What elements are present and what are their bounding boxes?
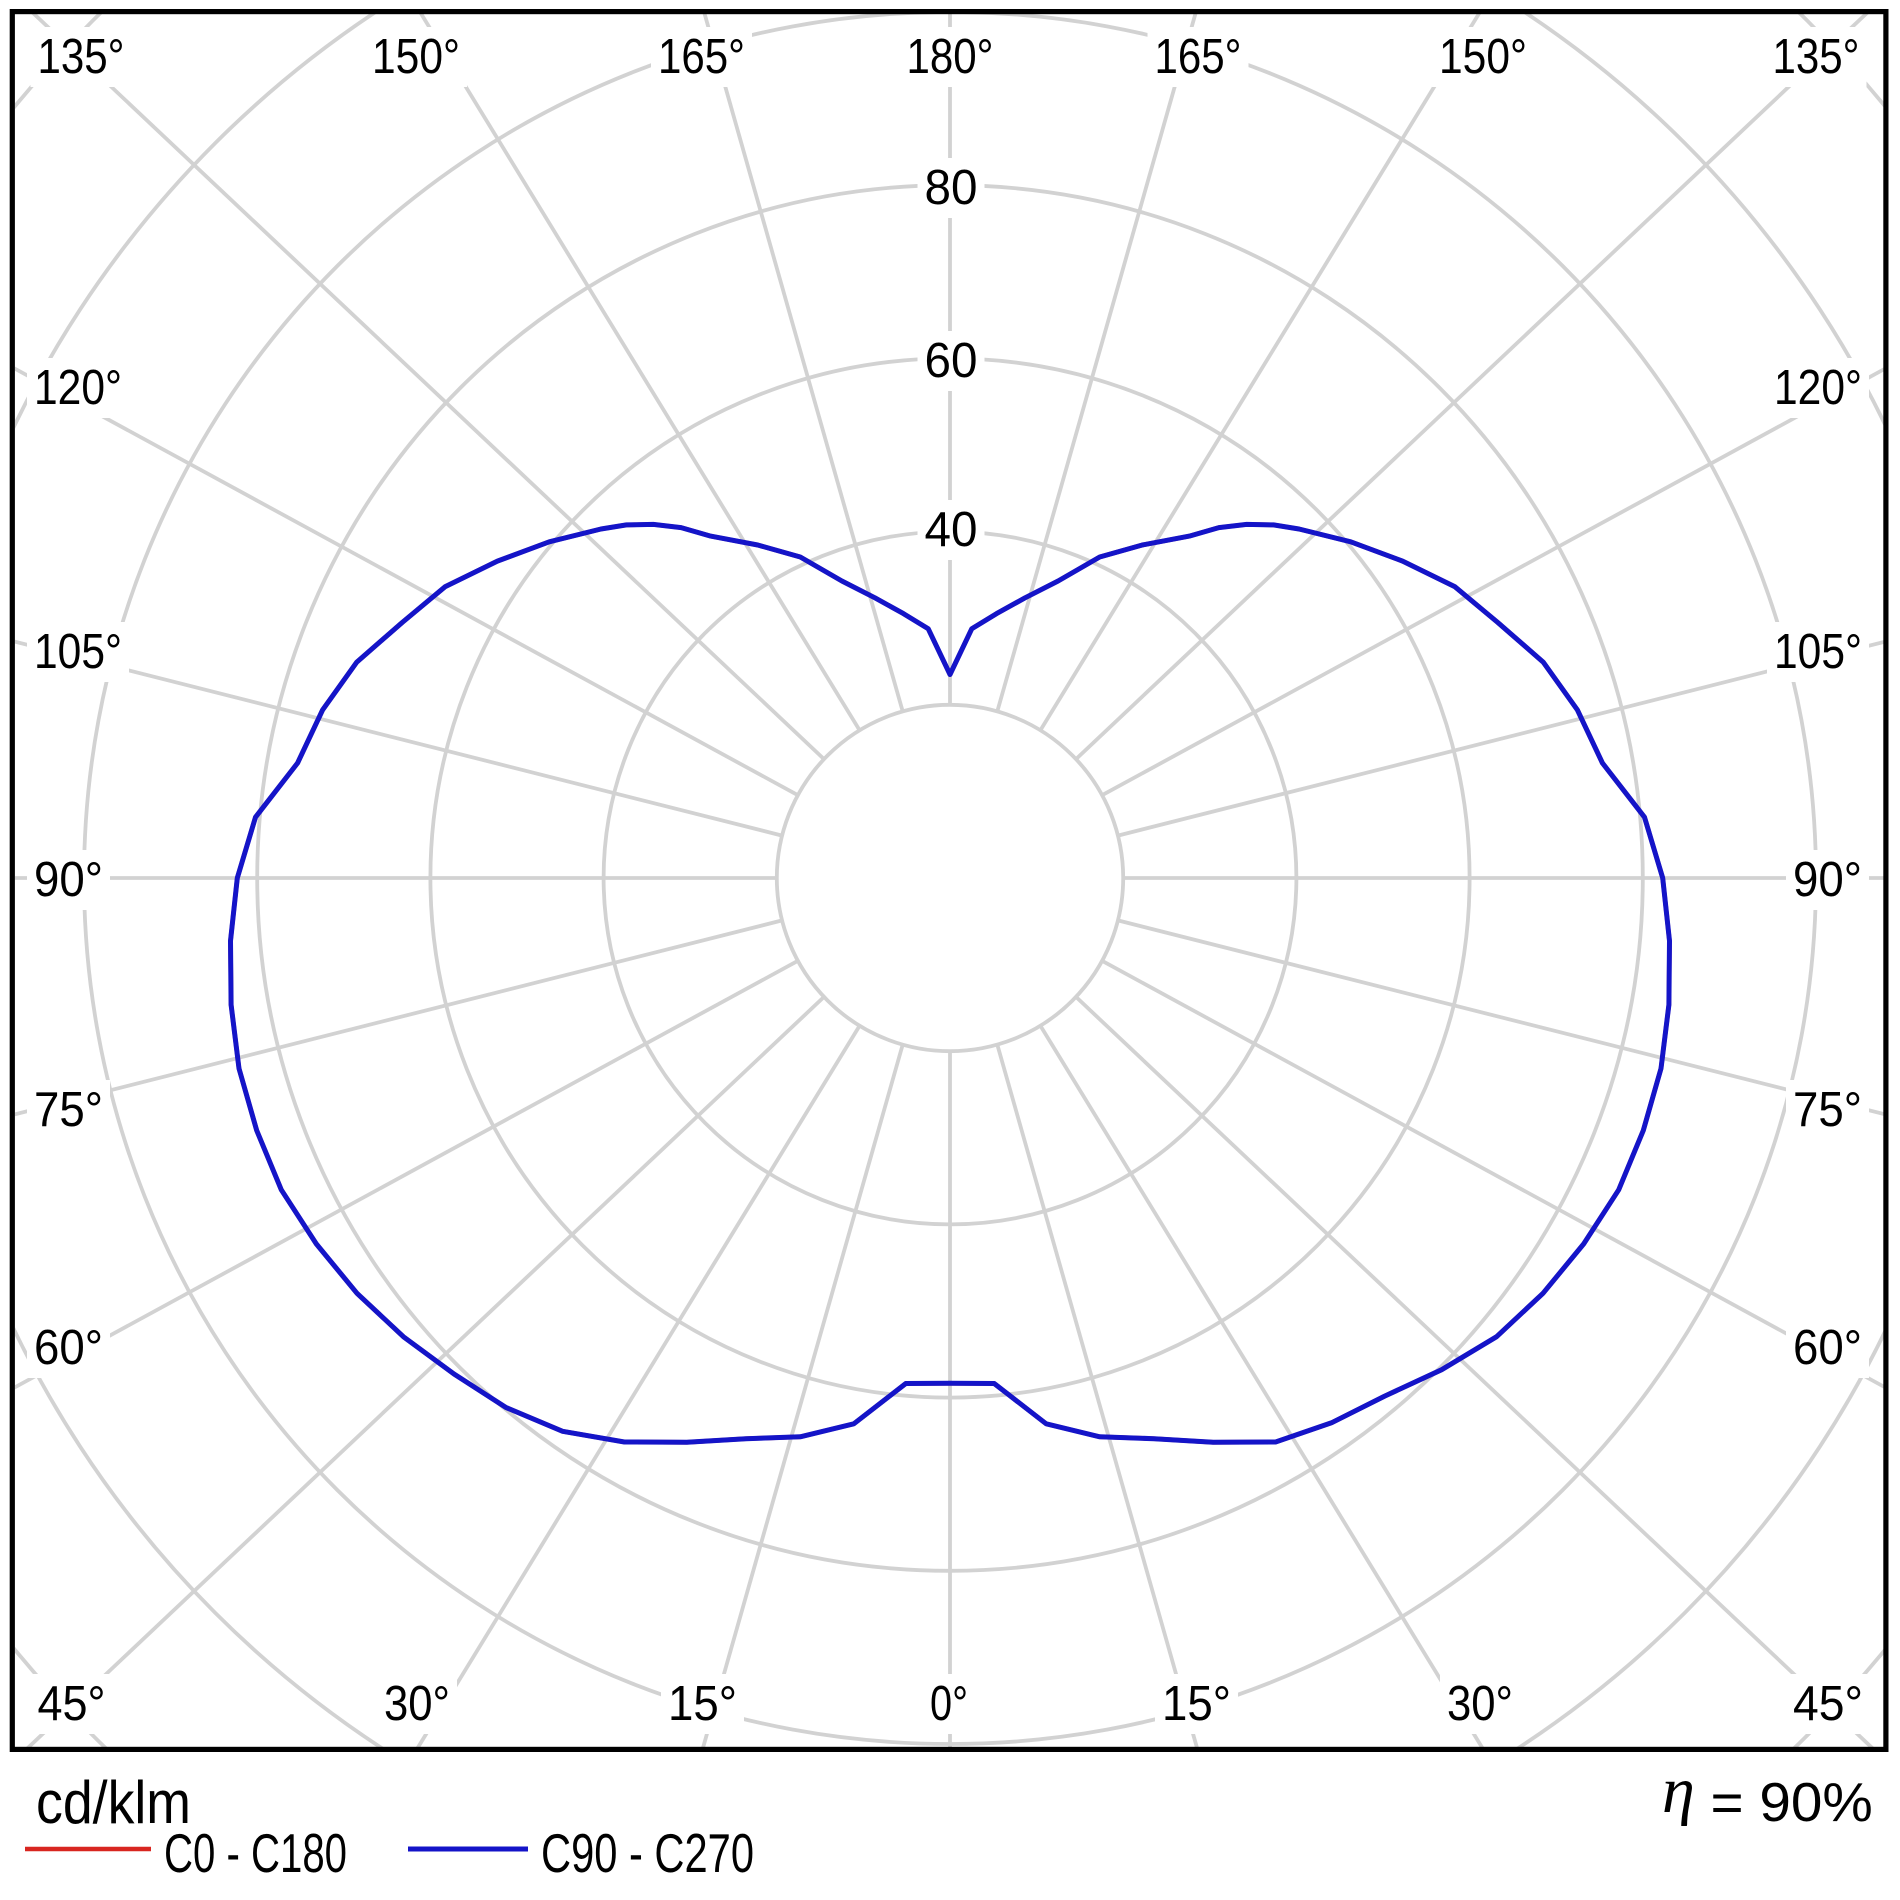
svg-text:C0 - C180: C0 - C180: [164, 1822, 347, 1884]
svg-text:135°: 135°: [38, 29, 125, 84]
svg-text:105°: 105°: [1774, 624, 1862, 679]
svg-text:45°: 45°: [1793, 1676, 1863, 1731]
svg-text:120°: 120°: [1774, 360, 1862, 415]
svg-text:60: 60: [925, 333, 978, 388]
svg-text:45°: 45°: [38, 1676, 106, 1731]
svg-text:75°: 75°: [1793, 1082, 1862, 1137]
svg-text:30°: 30°: [1447, 1676, 1513, 1731]
svg-text:180°: 180°: [907, 29, 994, 84]
svg-text:75°: 75°: [34, 1082, 103, 1137]
svg-text:cd/klm: cd/klm: [36, 1769, 191, 1836]
svg-text:80: 80: [925, 160, 978, 215]
svg-text:135°: 135°: [1773, 29, 1860, 84]
svg-text:40: 40: [925, 502, 978, 557]
svg-text:30°: 30°: [384, 1676, 450, 1731]
svg-text:15°: 15°: [668, 1676, 737, 1731]
svg-text:60°: 60°: [1793, 1320, 1862, 1375]
svg-text:60°: 60°: [34, 1320, 103, 1375]
svg-text:105°: 105°: [34, 624, 122, 679]
svg-text:120°: 120°: [34, 360, 122, 415]
svg-text:0°: 0°: [930, 1676, 968, 1731]
svg-text:C90 - C270: C90 - C270: [541, 1822, 754, 1884]
svg-text:η = 90%: η = 90%: [1662, 1754, 1873, 1833]
svg-text:90°: 90°: [1793, 852, 1862, 907]
svg-text:165°: 165°: [1155, 29, 1242, 84]
svg-text:15°: 15°: [1162, 1676, 1231, 1731]
svg-text:90°: 90°: [34, 852, 103, 907]
svg-text:150°: 150°: [372, 29, 460, 84]
svg-text:150°: 150°: [1439, 29, 1527, 84]
svg-text:165°: 165°: [658, 29, 745, 84]
